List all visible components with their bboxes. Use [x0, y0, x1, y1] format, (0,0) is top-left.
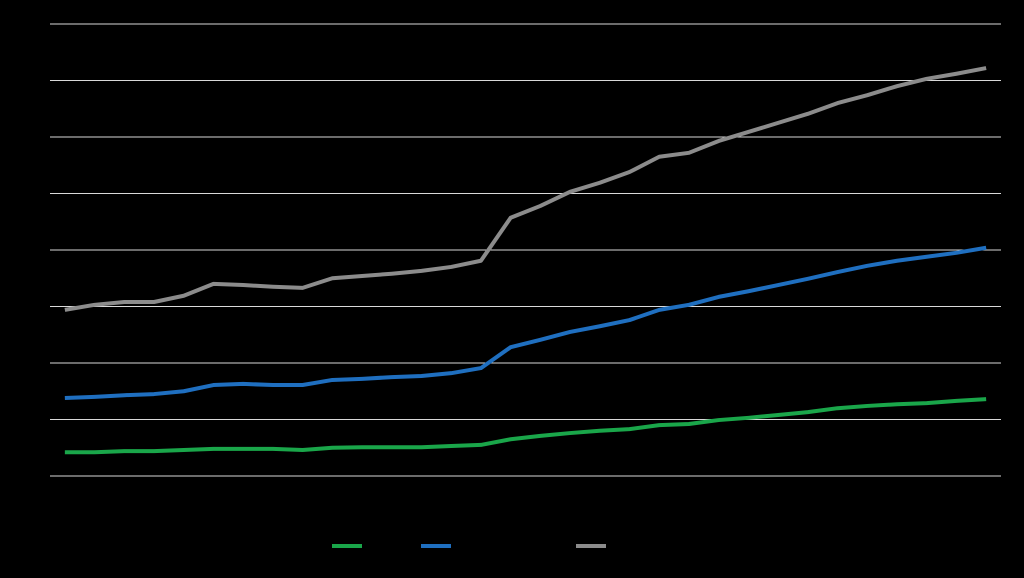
line-series [64, 245, 987, 401]
line-series [64, 66, 987, 312]
line-series [64, 397, 987, 455]
